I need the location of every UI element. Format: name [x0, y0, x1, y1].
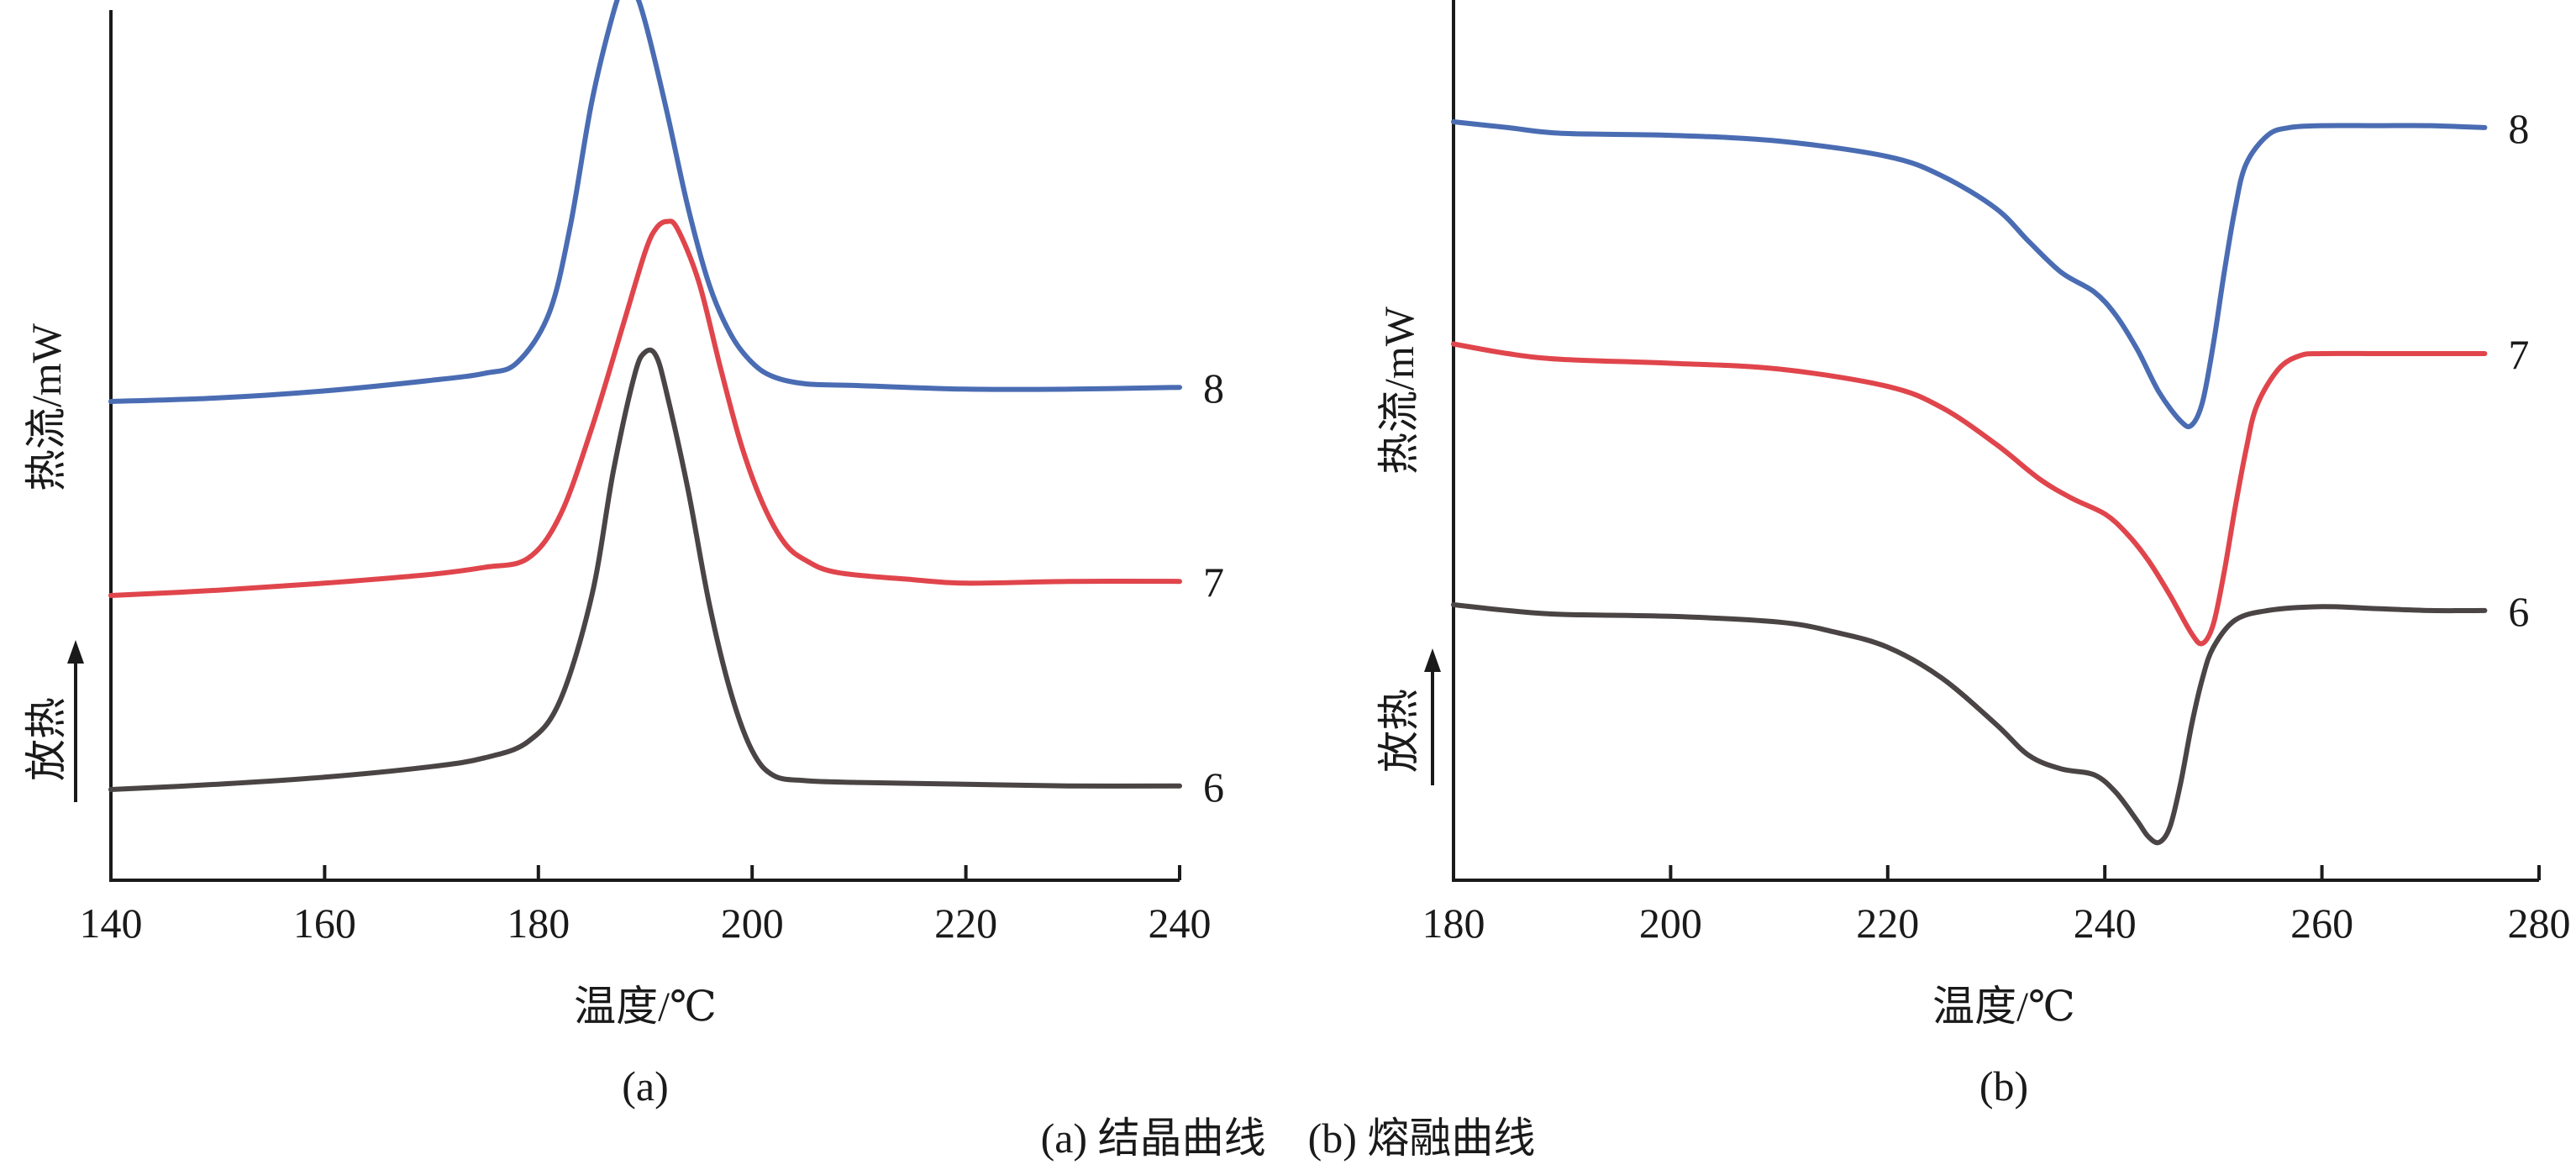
panel-a-series-6-label: 6 [1203, 763, 1224, 811]
panel-b-series-8-label: 8 [2508, 105, 2529, 152]
panel-b-tick-label-200: 200 [1639, 900, 1702, 947]
panel-b-tick-label-280: 280 [2508, 900, 2571, 947]
panel-a-series-7-line [108, 218, 1182, 598]
panel-b-tick-label-180: 180 [1422, 900, 1485, 947]
panel-a-x-ticks: 140 160 180 200 220 240 [80, 865, 1212, 947]
panel-a-crystallization: 140 160 180 200 220 240 8 7 6 热流/mW 放热 温度/℃ (a) [23, 0, 1224, 1110]
panel-a-series-7-label: 7 [1203, 559, 1224, 606]
panel-a-series-8-line [108, 0, 1182, 404]
panel-a-direction-label: 放热 [23, 697, 70, 781]
panel-a-tick-label-200: 200 [721, 900, 784, 947]
panel-b-exotherm-arrow [1424, 648, 1441, 785]
panel-b-melting: 180 200 220 240 260 280 8 7 6 热流/mW 放热 温度/℃ (b) [1375, 0, 2571, 1110]
panel-a-series-6-line [108, 347, 1182, 792]
panel-b-x-axis-title: 温度/℃ [1932, 983, 2075, 1030]
panel-a-series: 8 7 6 [108, 0, 1224, 811]
panel-a-tick-label-220: 220 [934, 900, 997, 947]
panel-b-direction-label: 放热 [1375, 689, 1422, 773]
panel-b-x-ticks: 180 200 220 240 260 280 [1422, 865, 2571, 947]
panel-b-tick-label-240: 240 [2074, 900, 2137, 947]
panel-b-sub-caption: (b) [1979, 1062, 2028, 1110]
panel-a-x-axis-title: 温度/℃ [574, 983, 717, 1030]
panel-a-series-8-label: 8 [1203, 365, 1224, 412]
panel-a-sub-caption: (a) [622, 1062, 669, 1110]
panel-a-exotherm-arrow [67, 640, 84, 802]
panel-a-tick-label-140: 140 [80, 900, 143, 947]
panel-b-series-6-label: 6 [2508, 588, 2529, 635]
panel-a-tick-label-240: 240 [1149, 900, 1212, 947]
panel-b-series-6-line [1451, 602, 2488, 846]
panel-b-tick-label-260: 260 [2290, 900, 2353, 947]
panel-b-tick-label-220: 220 [1856, 900, 1919, 947]
panel-b-series-8-line [1451, 119, 2488, 430]
panel-a-tick-label-180: 180 [507, 900, 570, 947]
panel-b-series-7-label: 7 [2508, 331, 2529, 378]
figure-caption: (a) 结晶曲线 (b) 熔融曲线 [1041, 1115, 1536, 1162]
panel-b-series: 8 7 6 [1451, 105, 2529, 846]
panel-a-y-axis-title: 热流/mW [23, 323, 70, 491]
panel-a-tick-label-160: 160 [293, 900, 356, 947]
panel-b-series-7-line [1451, 341, 2488, 647]
panel-b-y-axis-title: 热流/mW [1375, 306, 1422, 475]
